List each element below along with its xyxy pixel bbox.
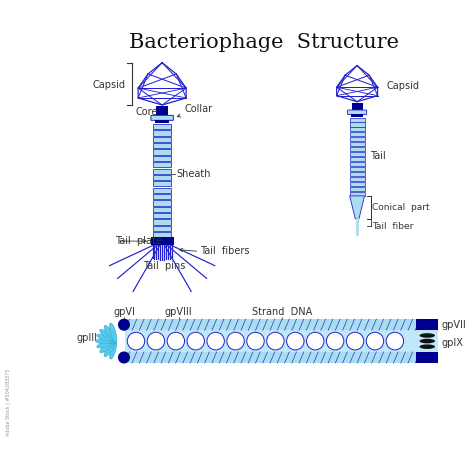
FancyBboxPatch shape bbox=[125, 352, 417, 363]
Ellipse shape bbox=[419, 333, 435, 338]
Ellipse shape bbox=[207, 332, 224, 350]
FancyBboxPatch shape bbox=[347, 110, 367, 115]
Ellipse shape bbox=[128, 332, 145, 350]
FancyBboxPatch shape bbox=[153, 194, 171, 199]
Text: Tail  fiber: Tail fiber bbox=[373, 222, 414, 231]
Text: Sheath: Sheath bbox=[176, 169, 211, 179]
Bar bbox=[155, 120, 169, 123]
FancyBboxPatch shape bbox=[151, 237, 173, 245]
Text: Core: Core bbox=[136, 108, 158, 118]
Ellipse shape bbox=[419, 345, 435, 349]
FancyBboxPatch shape bbox=[153, 137, 171, 142]
Text: Strand  DNA: Strand DNA bbox=[252, 307, 312, 317]
FancyBboxPatch shape bbox=[350, 182, 365, 186]
Ellipse shape bbox=[267, 332, 284, 350]
FancyBboxPatch shape bbox=[153, 213, 171, 218]
FancyBboxPatch shape bbox=[350, 192, 365, 196]
FancyBboxPatch shape bbox=[350, 187, 365, 191]
FancyBboxPatch shape bbox=[153, 219, 171, 225]
Text: Tail  plate: Tail plate bbox=[116, 236, 162, 246]
FancyBboxPatch shape bbox=[153, 149, 171, 155]
Text: gpIX: gpIX bbox=[441, 338, 463, 348]
FancyBboxPatch shape bbox=[153, 188, 171, 193]
FancyBboxPatch shape bbox=[350, 142, 365, 146]
Circle shape bbox=[118, 351, 130, 364]
Ellipse shape bbox=[104, 340, 116, 357]
FancyBboxPatch shape bbox=[350, 147, 365, 151]
FancyBboxPatch shape bbox=[350, 167, 365, 171]
Text: Bacteriophage  Structure: Bacteriophage Structure bbox=[129, 33, 399, 52]
Ellipse shape bbox=[109, 323, 117, 342]
FancyBboxPatch shape bbox=[350, 122, 365, 127]
FancyBboxPatch shape bbox=[417, 352, 438, 363]
Text: Capsid: Capsid bbox=[92, 80, 126, 90]
Ellipse shape bbox=[419, 339, 435, 343]
Bar bbox=[352, 102, 363, 110]
Ellipse shape bbox=[147, 332, 164, 350]
Ellipse shape bbox=[366, 332, 383, 350]
Ellipse shape bbox=[100, 329, 116, 342]
Circle shape bbox=[118, 319, 130, 331]
Text: Tail  pins: Tail pins bbox=[143, 261, 185, 271]
FancyBboxPatch shape bbox=[153, 181, 171, 186]
FancyBboxPatch shape bbox=[151, 115, 173, 120]
Ellipse shape bbox=[97, 334, 116, 342]
Ellipse shape bbox=[187, 332, 204, 350]
Ellipse shape bbox=[307, 332, 324, 350]
Ellipse shape bbox=[247, 332, 264, 350]
Text: Conical  part: Conical part bbox=[373, 203, 430, 212]
Ellipse shape bbox=[167, 332, 184, 350]
FancyBboxPatch shape bbox=[350, 132, 365, 137]
FancyBboxPatch shape bbox=[417, 330, 438, 352]
FancyBboxPatch shape bbox=[153, 156, 171, 161]
Bar bbox=[156, 106, 168, 115]
Text: Collar: Collar bbox=[177, 104, 213, 117]
Ellipse shape bbox=[97, 340, 116, 348]
FancyBboxPatch shape bbox=[350, 162, 365, 166]
FancyBboxPatch shape bbox=[153, 175, 171, 180]
Bar bbox=[351, 114, 363, 117]
FancyBboxPatch shape bbox=[153, 124, 171, 129]
Ellipse shape bbox=[96, 338, 116, 344]
FancyBboxPatch shape bbox=[153, 207, 171, 212]
Ellipse shape bbox=[327, 332, 344, 350]
Text: Adobe Stock | #504283575: Adobe Stock | #504283575 bbox=[6, 368, 11, 436]
FancyBboxPatch shape bbox=[153, 226, 171, 231]
Text: gpIII: gpIII bbox=[77, 333, 98, 343]
FancyBboxPatch shape bbox=[153, 130, 171, 136]
FancyBboxPatch shape bbox=[153, 201, 171, 206]
FancyBboxPatch shape bbox=[350, 157, 365, 161]
FancyBboxPatch shape bbox=[153, 143, 171, 148]
FancyBboxPatch shape bbox=[350, 118, 365, 121]
FancyBboxPatch shape bbox=[153, 169, 171, 174]
FancyBboxPatch shape bbox=[350, 137, 365, 141]
FancyBboxPatch shape bbox=[350, 177, 365, 181]
FancyBboxPatch shape bbox=[153, 232, 171, 237]
Polygon shape bbox=[350, 196, 365, 219]
FancyBboxPatch shape bbox=[350, 172, 365, 176]
Ellipse shape bbox=[104, 326, 116, 342]
FancyBboxPatch shape bbox=[350, 128, 365, 131]
FancyBboxPatch shape bbox=[153, 162, 171, 167]
Text: Tail  fibers: Tail fibers bbox=[201, 246, 250, 256]
Text: gpVI: gpVI bbox=[113, 307, 135, 317]
FancyBboxPatch shape bbox=[350, 152, 365, 156]
Text: gpVII: gpVII bbox=[441, 319, 466, 330]
FancyBboxPatch shape bbox=[417, 319, 438, 330]
Ellipse shape bbox=[346, 332, 364, 350]
Text: Capsid: Capsid bbox=[386, 81, 419, 91]
Ellipse shape bbox=[109, 340, 117, 359]
Ellipse shape bbox=[287, 332, 304, 350]
Ellipse shape bbox=[386, 332, 403, 350]
Ellipse shape bbox=[100, 340, 116, 353]
Text: Tail: Tail bbox=[370, 151, 385, 161]
Ellipse shape bbox=[227, 332, 244, 350]
Text: gpVIII: gpVIII bbox=[165, 307, 192, 317]
FancyBboxPatch shape bbox=[125, 330, 438, 352]
FancyBboxPatch shape bbox=[125, 319, 417, 330]
